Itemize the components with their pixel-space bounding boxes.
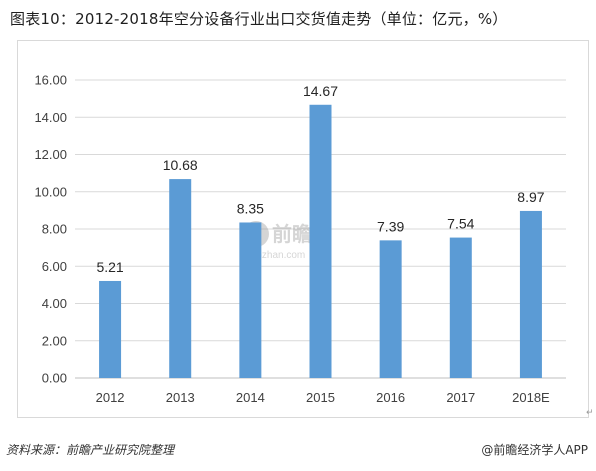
data-label-2018E: 8.97 [517, 189, 544, 205]
data-label-2012: 5.21 [96, 259, 123, 275]
y-tick-label: 0.00 [42, 371, 67, 386]
y-tick-label: 10.00 [34, 184, 67, 199]
y-tick-label: 16.00 [34, 73, 67, 88]
bar-2012 [99, 280, 122, 378]
y-tick-label: 4.00 [42, 296, 67, 311]
bar-2014 [239, 222, 262, 378]
source-note: 资料来源：前瞻产业研究院整理 [6, 443, 175, 457]
x-tick-label: 2012 [96, 390, 125, 405]
y-tick-label: 6.00 [42, 259, 67, 274]
bar-2016 [379, 240, 402, 378]
data-label-2017: 7.54 [447, 216, 474, 232]
x-tick-label: 2016 [376, 390, 405, 405]
bars [99, 104, 542, 379]
bar-2015 [309, 104, 332, 379]
chart-title: 图表10：2012-2018年空分设备行业出口交货值走势（单位：亿元，%） [10, 10, 508, 28]
x-tick-label: 2018E [512, 390, 550, 405]
y-tick-label: 14.00 [34, 110, 67, 125]
watermark-subtext: qianzhan.com [243, 250, 305, 261]
brand-credit: @前瞻经济学人APP [481, 443, 588, 457]
y-tick-label: 8.00 [42, 222, 67, 237]
data-label-2015: 14.67 [303, 83, 338, 99]
data-labels: 5.21 10.68 8.35 14.67 7.39 7.54 8.97 [96, 83, 544, 275]
x-tick-label: 2014 [236, 390, 265, 405]
x-tick-label: 2017 [446, 390, 475, 405]
paragraph-mark-icon: ↵ [586, 408, 594, 418]
x-tick-label: 2015 [306, 390, 335, 405]
data-label-2014: 8.35 [237, 200, 264, 216]
x-axis-ticks: 2012 2013 2014 2015 2016 2017 2018E [96, 390, 550, 405]
x-tick-label: 2013 [166, 390, 195, 405]
bar-2018E [519, 210, 542, 378]
data-label-2016: 7.39 [377, 218, 404, 234]
bar-2013 [169, 179, 192, 378]
data-label-2013: 10.68 [163, 157, 198, 173]
y-axis-ticks: 0.00 2.00 4.00 6.00 8.00 10.00 12.00 14.00 16.00 [34, 73, 67, 386]
y-tick-label: 12.00 [34, 147, 67, 162]
bar-2017 [449, 237, 472, 378]
y-tick-label: 2.00 [42, 333, 67, 348]
